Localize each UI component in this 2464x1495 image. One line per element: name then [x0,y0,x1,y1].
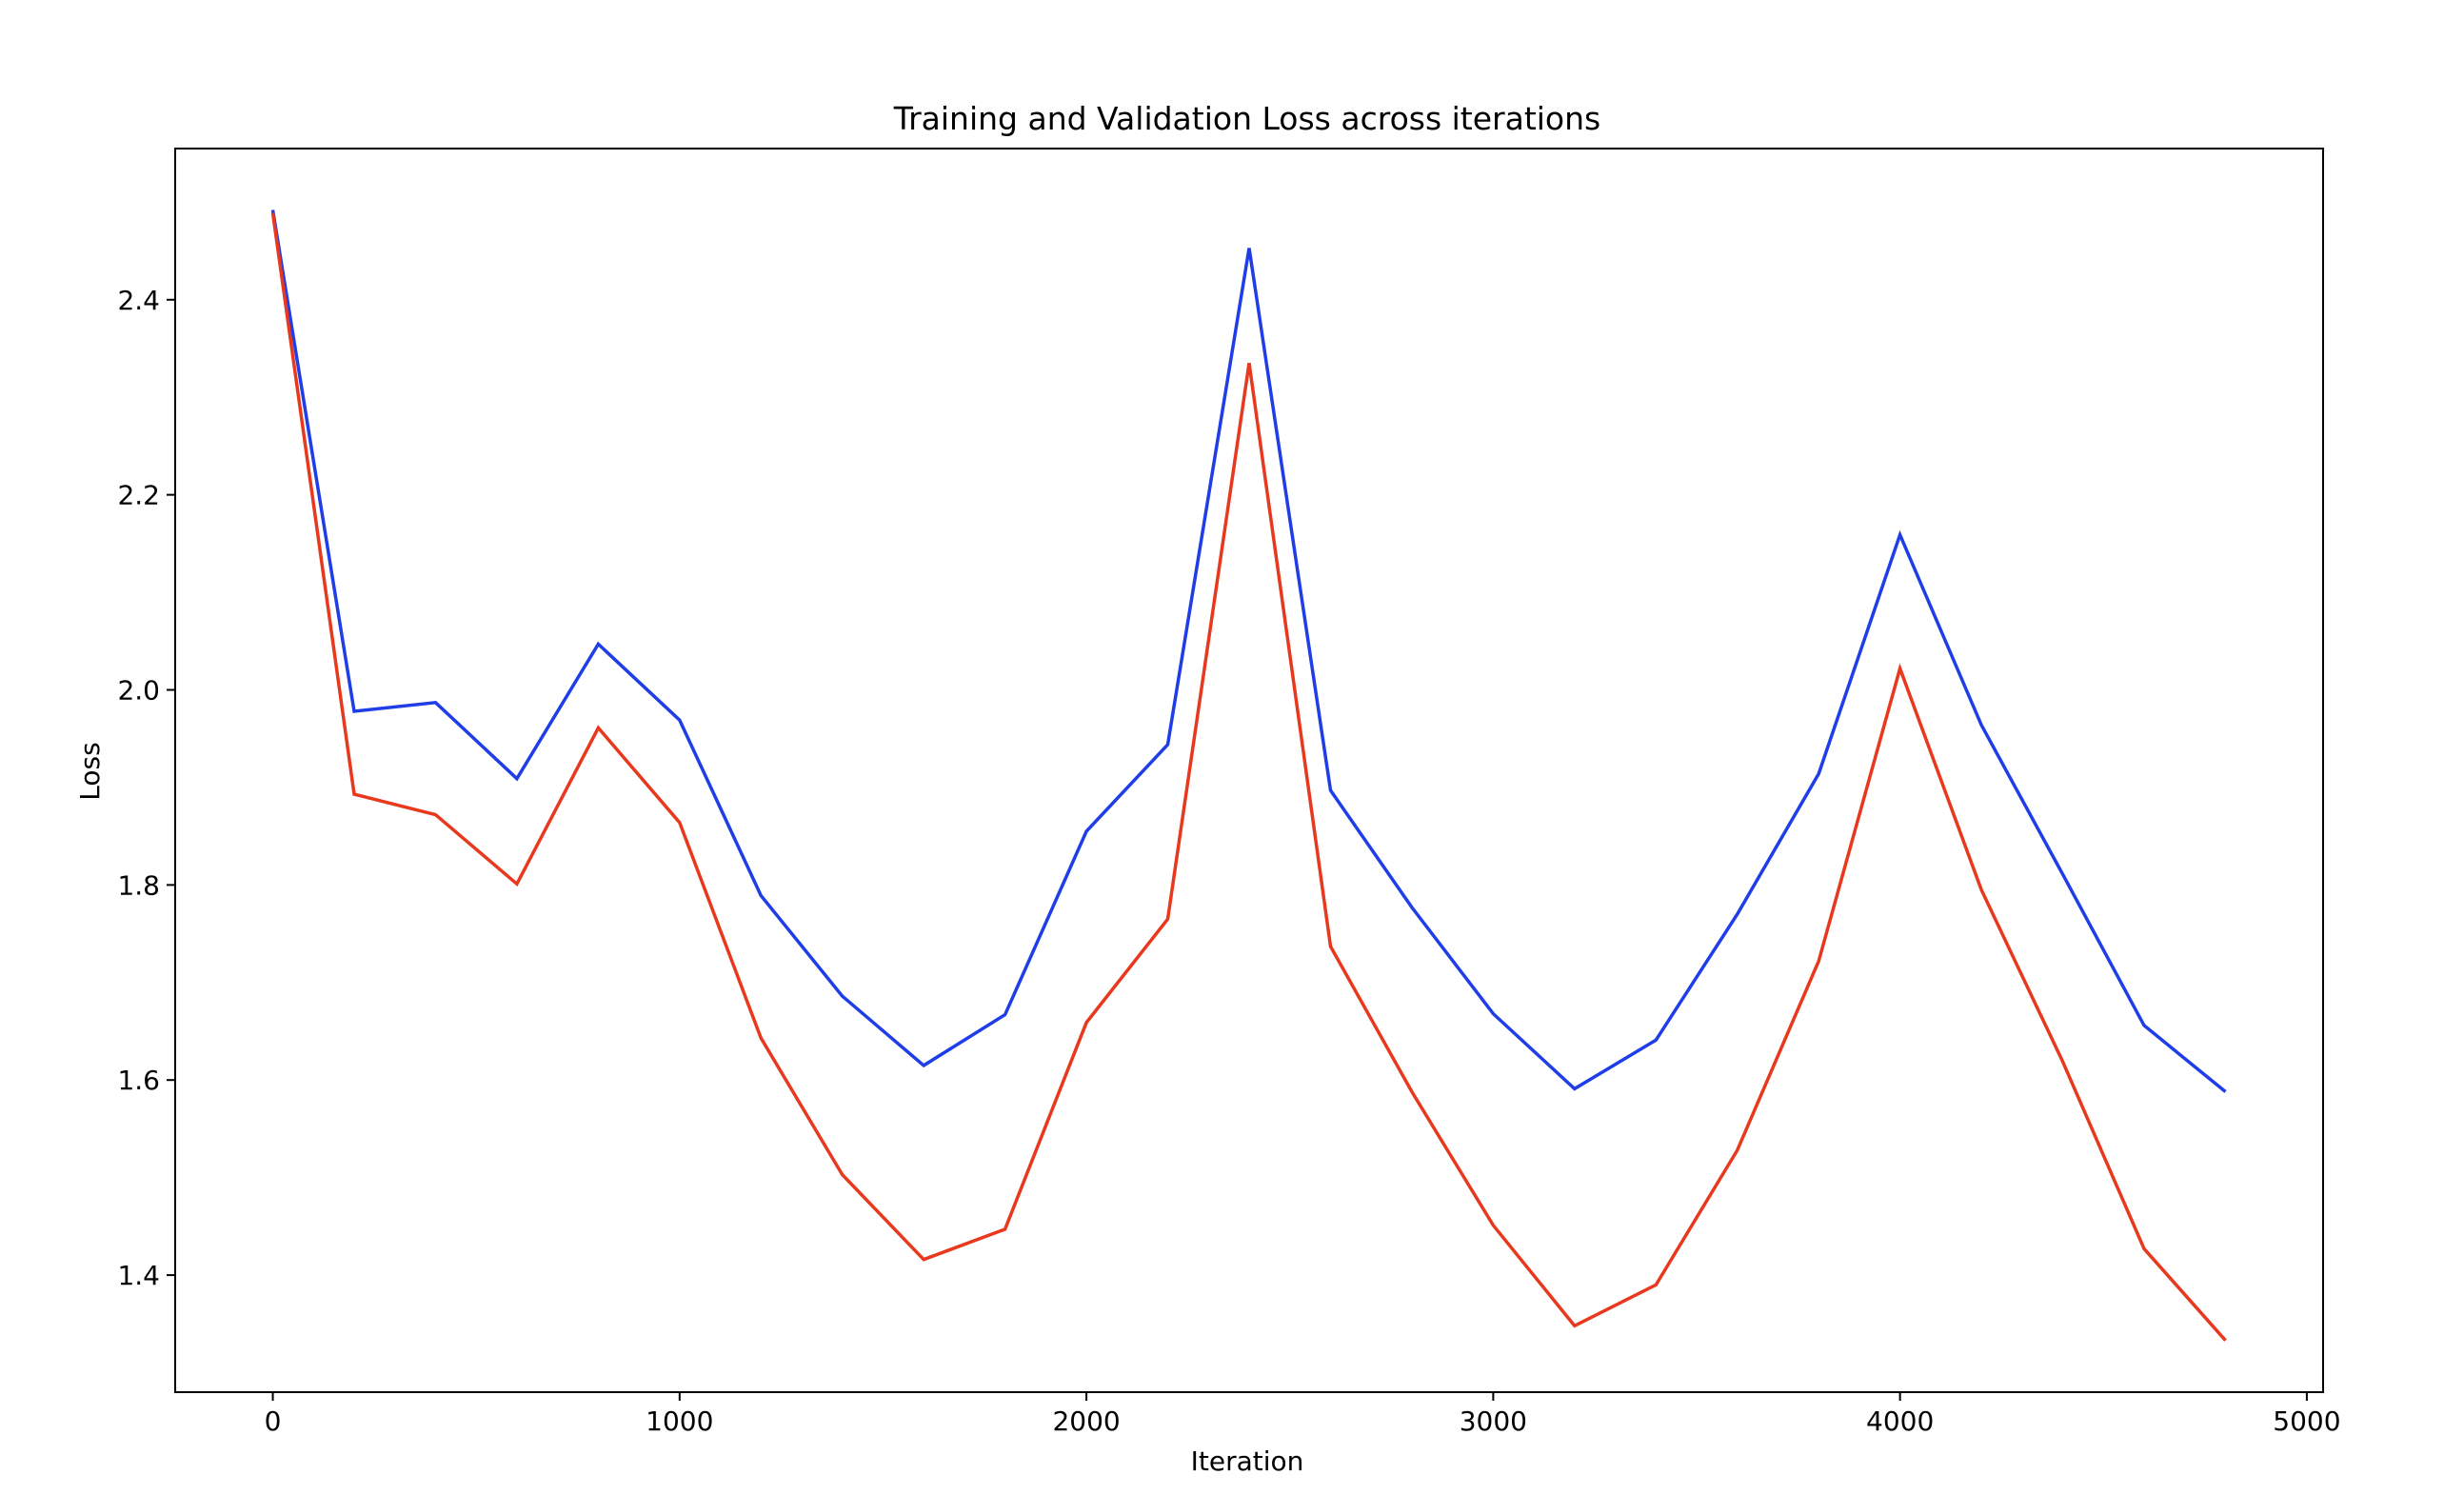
y-tick-label: 1.6 [117,1065,160,1096]
chart-title: Training and Validation Loss across iter… [893,100,1600,137]
y-tick-label: 1.8 [117,869,160,901]
y-tick-label: 2.2 [117,480,160,511]
x-tick-label: 1000 [646,1405,713,1437]
x-axis-label: Iteration [1191,1445,1304,1477]
x-tick-label: 5000 [2273,1405,2340,1437]
x-tick-label: 2000 [1052,1405,1120,1437]
x-tick-label: 3000 [1460,1405,1527,1437]
y-tick-label: 1.4 [117,1260,160,1291]
y-tick-label: 2.4 [117,285,160,316]
y-tick-label: 2.0 [117,674,160,706]
x-tick-label: 4000 [1866,1405,1934,1437]
y-axis-label: Loss [74,742,106,800]
x-tick-label: 0 [265,1405,282,1437]
